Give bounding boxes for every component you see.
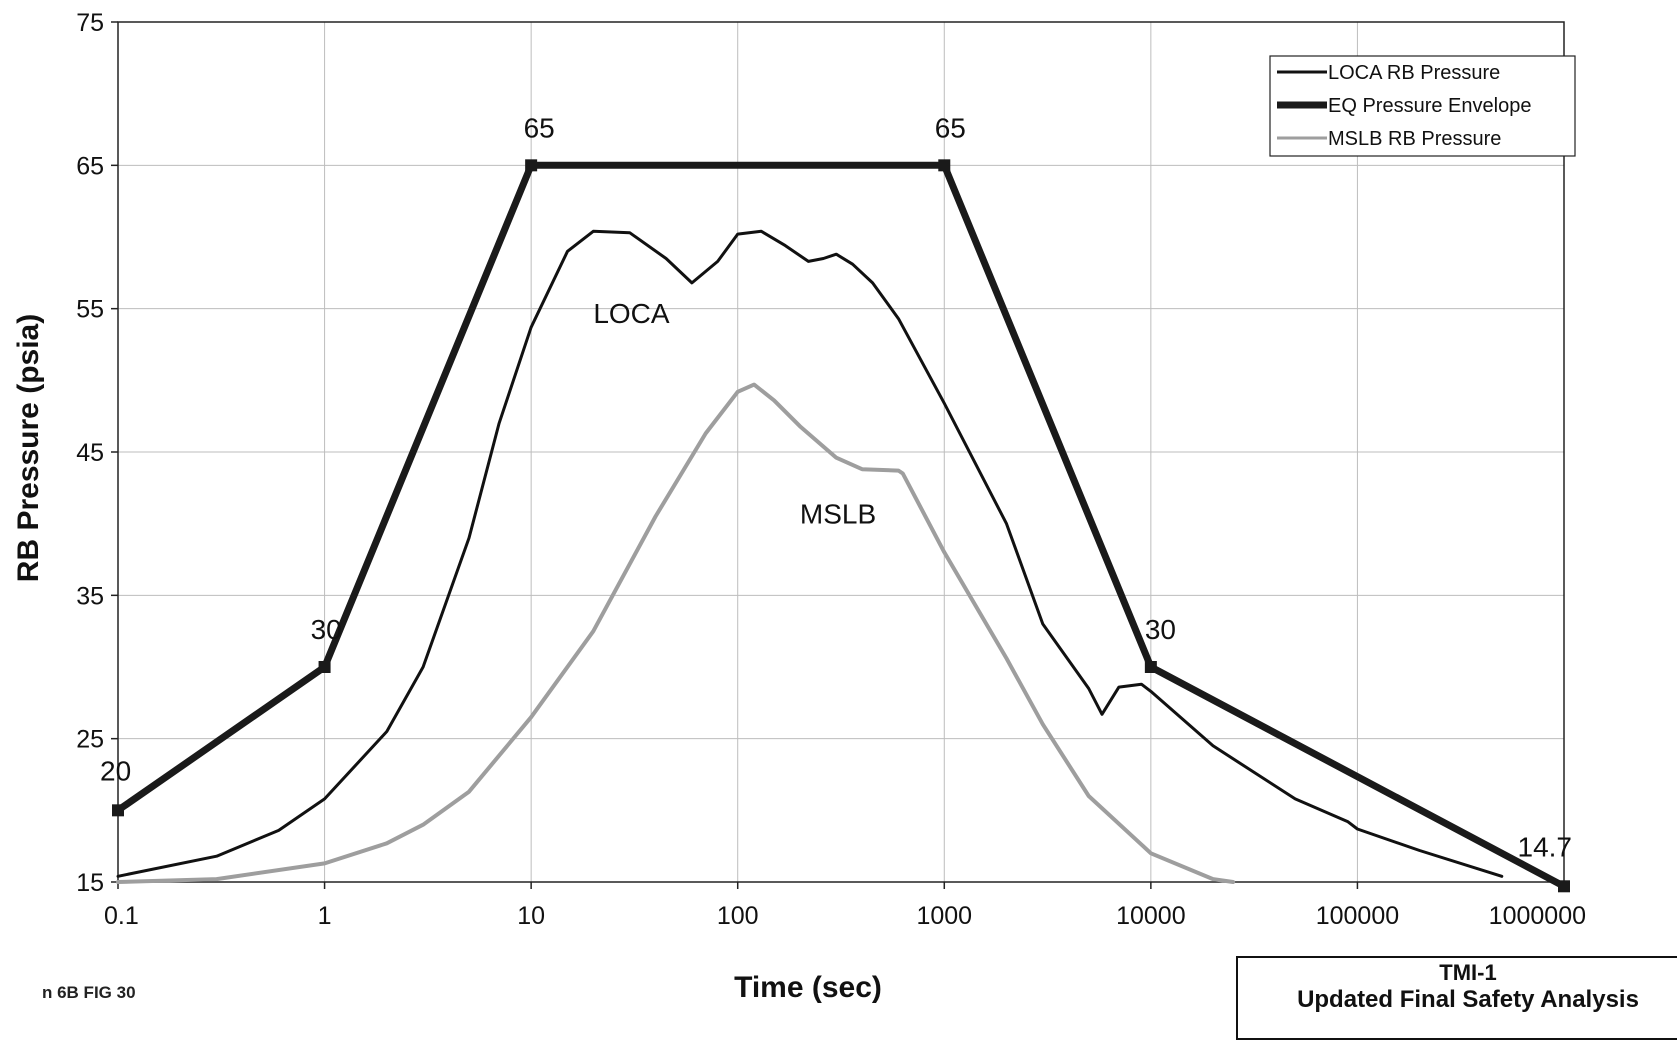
x-tick-label: 1000000 — [1489, 902, 1586, 930]
x-tick-label: 10000 — [1116, 902, 1186, 930]
chart: 15 25 35 45 55 65 75 0.1 1 10 100 1000 10000 100000 1… — [12, 9, 1586, 1004]
data-label: MSLB — [800, 499, 876, 530]
y-axis-title: RB Pressure (psia) — [12, 314, 45, 582]
legend-label-loca: LOCA RB Pressure — [1328, 62, 1500, 84]
data-label: LOCA — [593, 298, 670, 329]
envelope-point — [1558, 880, 1570, 893]
y-tick-label: 65 — [76, 152, 104, 180]
data-label: 14.7 — [1518, 831, 1573, 862]
data-label: 30 — [1145, 614, 1176, 645]
title-block: TMI-1 Updated Final Safety Analysis — [1236, 956, 1677, 1040]
y-tick-label: 45 — [76, 439, 104, 467]
envelope-point — [112, 804, 124, 817]
x-tick-label: 1000 — [916, 902, 972, 930]
x-tick-label: 10 — [517, 902, 545, 930]
x-tick-label: 100 — [717, 902, 759, 930]
legend-label-mslb: MSLB RB Pressure — [1328, 128, 1501, 150]
x-tick-label: 100000 — [1316, 902, 1399, 930]
envelope-point — [525, 159, 538, 172]
x-tick-label: 0.1 — [104, 902, 139, 930]
y-tick-label: 25 — [76, 726, 104, 754]
envelope-point — [318, 661, 331, 673]
envelope-point — [938, 159, 951, 172]
data-label: 20 — [100, 755, 131, 786]
data-label: 65 — [935, 112, 966, 143]
series-line-mslb — [116, 382, 1236, 884]
envelope-point — [1144, 661, 1157, 673]
legend: LOCA RB Pressure EQ Pressure Envelope MS… — [1269, 55, 1576, 157]
y-tick-label: 15 — [76, 869, 104, 897]
y-tick-label: 35 — [76, 582, 104, 610]
figure-id: n 6B FIG 30 — [42, 983, 136, 1002]
x-axis-title: Time (sec) — [734, 971, 882, 1004]
y-tick-label: 75 — [76, 9, 104, 37]
title-block-subtitle: Updated Final Safety Analysis — [1297, 986, 1639, 1013]
data-label: 30 — [311, 614, 342, 645]
x-tick-label: 1 — [318, 902, 332, 930]
title-block-title: TMI-1 — [1439, 960, 1497, 985]
legend-label-eq: EQ Pressure Envelope — [1328, 95, 1531, 117]
y-tick-label: 55 — [76, 296, 104, 324]
series-line-eq-envelope — [114, 161, 1568, 890]
series-line-loca — [116, 229, 1504, 878]
data-label: 65 — [524, 112, 555, 143]
